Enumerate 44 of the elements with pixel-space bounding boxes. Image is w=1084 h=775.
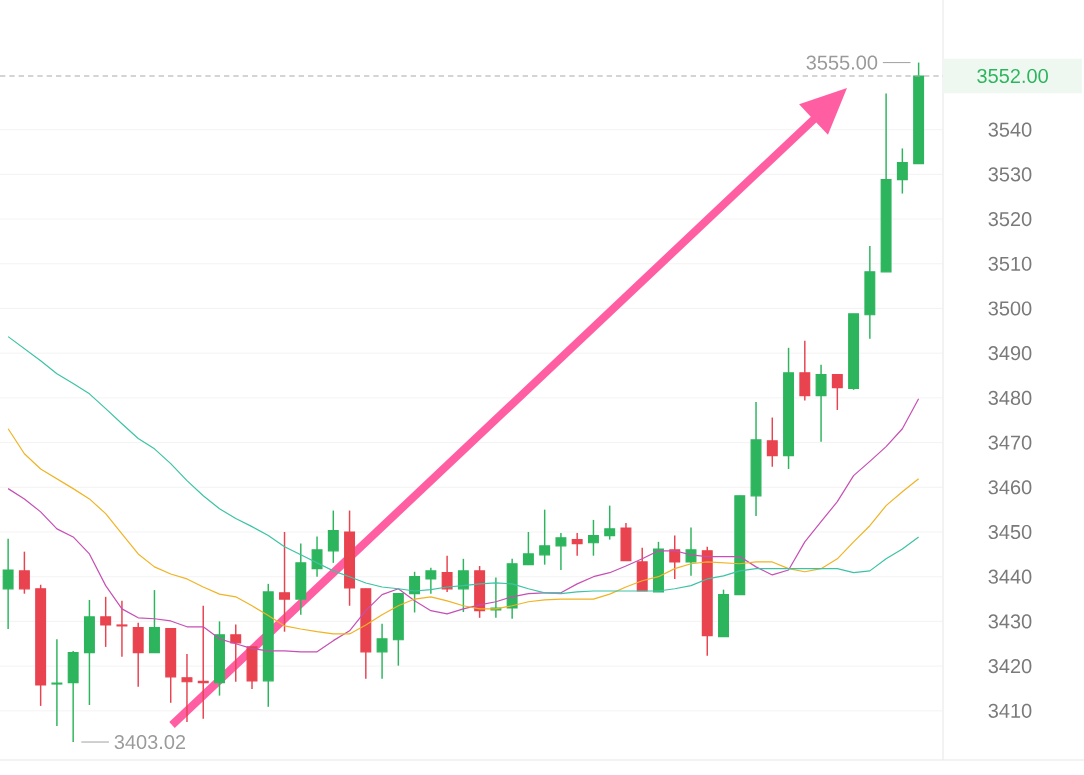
y-tick-label: 3470 xyxy=(988,435,1032,450)
y-tick-label: 3480 xyxy=(988,390,1032,405)
candlestick xyxy=(230,623,242,683)
y-tick-label: 3440 xyxy=(988,569,1032,584)
candlestick xyxy=(409,571,421,614)
candlestick xyxy=(896,147,908,195)
y-tick-label: 3450 xyxy=(988,524,1032,540)
y-tick-label: 3510 xyxy=(988,256,1032,271)
candlestick xyxy=(441,554,453,593)
candlestick xyxy=(766,416,778,468)
candlestick xyxy=(279,531,291,633)
candlestick xyxy=(425,567,437,595)
annotation: 3555.00 xyxy=(806,55,878,70)
candlestick xyxy=(571,532,583,557)
y-tick-label: 3530 xyxy=(988,167,1032,182)
candlestick xyxy=(376,622,388,680)
y-tick-label: 3490 xyxy=(988,346,1032,361)
annotation: 3403.02 xyxy=(114,734,186,750)
candlestick xyxy=(815,364,827,443)
y-tick-label: 3500 xyxy=(988,301,1032,316)
candlestick xyxy=(18,550,30,595)
candlestick xyxy=(831,373,843,411)
candlestick xyxy=(522,531,534,566)
candlestick xyxy=(539,508,551,566)
candlestick xyxy=(604,504,616,541)
y-tick-label: 3420 xyxy=(988,659,1032,674)
candlestick xyxy=(2,537,14,630)
ref-line-label: 3552.00 xyxy=(977,68,1048,84)
y-tick-label: 3540 xyxy=(988,122,1032,137)
candlestick xyxy=(116,600,128,658)
y-tick-label: 3460 xyxy=(988,480,1032,495)
candlestick xyxy=(51,638,63,727)
candlestick xyxy=(799,339,811,402)
candlestick xyxy=(311,535,323,578)
candlestick xyxy=(181,653,193,723)
candlestick xyxy=(669,534,681,580)
y-tick-label: 3410 xyxy=(988,703,1032,718)
candlestick xyxy=(555,532,567,571)
y-tick-label: 3430 xyxy=(988,614,1032,629)
candlestick xyxy=(327,509,339,564)
candlestick xyxy=(587,519,599,557)
candlestick xyxy=(100,596,112,648)
y-tick-label: 3520 xyxy=(988,211,1032,227)
candlestick xyxy=(457,558,469,613)
